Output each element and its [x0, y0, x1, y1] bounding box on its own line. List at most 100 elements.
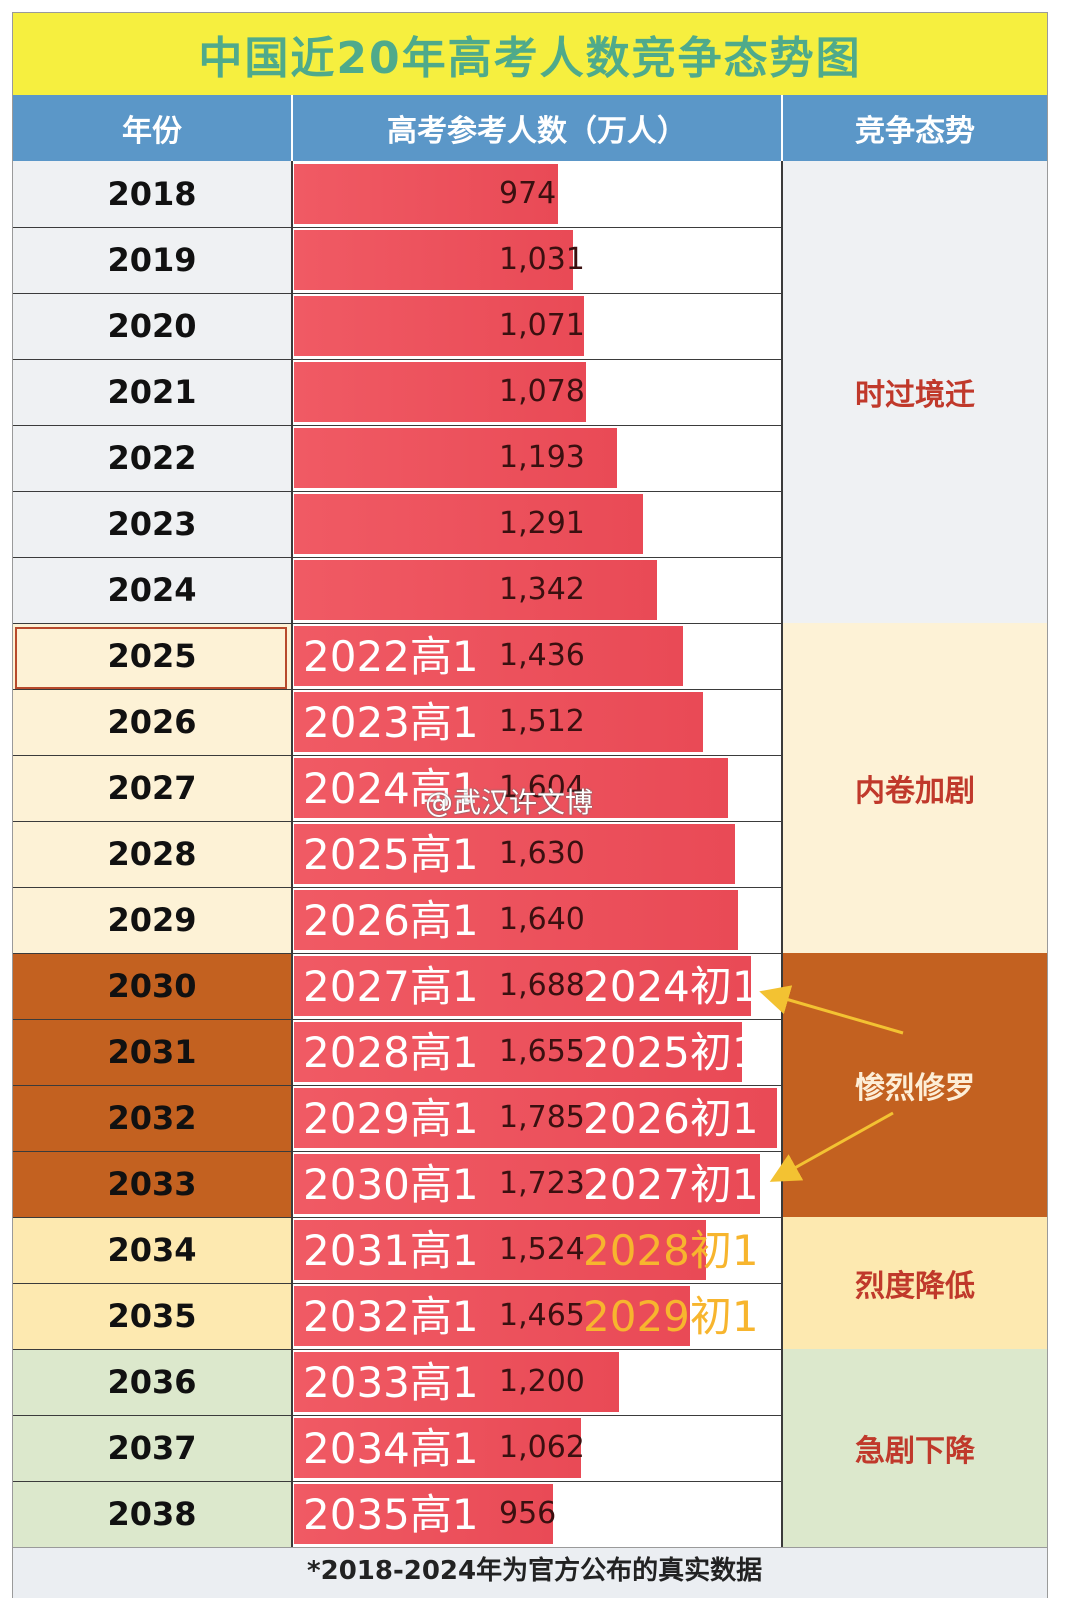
cohort-high-label: 2034高1	[303, 1424, 479, 1473]
bar	[294, 164, 558, 224]
footer-note: *2018-2024年为官方公布的真实数据	[307, 1556, 763, 1586]
data-label: 1,062	[499, 1430, 585, 1465]
year-cell: 2029	[13, 887, 291, 953]
trend-cell: 内卷加剧	[783, 623, 1047, 953]
cohort-high-label: 2028高1	[303, 1028, 479, 1077]
data-label: 1,342	[499, 572, 585, 607]
bar	[294, 1484, 553, 1544]
trend-cell: 时过境迁	[783, 161, 1047, 623]
data-label: 1,512	[499, 704, 585, 739]
bar	[294, 824, 735, 884]
row-divider	[13, 1217, 781, 1218]
data-label: 1,031	[499, 242, 585, 277]
row-divider	[13, 359, 781, 360]
data-label: 1,630	[499, 836, 585, 871]
bar	[294, 428, 617, 488]
year-cell: 2036	[13, 1349, 291, 1415]
year-cell: 2021	[13, 359, 291, 425]
cohort-high-label: 2029高1	[303, 1094, 479, 1143]
year-cell: 2018	[13, 161, 291, 227]
row-divider	[13, 491, 781, 492]
cohort-high-label: 2033高1	[303, 1358, 479, 1407]
data-label: 1,723	[499, 1166, 585, 1201]
cohort-junior-label: 2028初1	[583, 1226, 759, 1275]
year-cell: 2033	[13, 1151, 291, 1217]
year-cell: 2023	[13, 491, 291, 557]
year-cell: 2034	[13, 1217, 291, 1283]
cohort-high-label: 2027高1	[303, 962, 479, 1011]
row-divider	[13, 1283, 781, 1284]
data-label: 1,193	[499, 440, 585, 475]
header-row: 年份 高考参考人数（万人） 竞争态势	[13, 95, 1047, 161]
data-label: 1,291	[499, 506, 585, 541]
bar	[294, 758, 728, 818]
row-divider	[13, 1481, 781, 1482]
cohort-high-label: 2030高1	[303, 1160, 479, 1209]
chart-frame: 中国近20年高考人数竞争态势图 年份 高考参考人数（万人） 竞争态势 2018 9…	[12, 12, 1048, 1598]
data-label: 1,640	[499, 902, 585, 937]
bar	[294, 296, 584, 356]
header-separator	[781, 95, 783, 161]
data-label: 1,071	[499, 308, 585, 343]
data-label: 1,465	[499, 1298, 585, 1333]
bar	[294, 956, 751, 1016]
header-trend: 竞争态势	[855, 114, 975, 149]
bar	[294, 1352, 619, 1412]
year-cell: 2022	[13, 425, 291, 491]
bar	[294, 1022, 742, 1082]
data-label: 1,688	[499, 968, 585, 1003]
trend-cell: 惨烈修罗	[783, 953, 1047, 1217]
bar	[294, 1088, 777, 1148]
bar	[294, 890, 738, 950]
cohort-junior-label: 2027初1	[583, 1160, 759, 1209]
cohort-high-label: 2023高1	[303, 698, 479, 747]
year-cell: 2037	[13, 1415, 291, 1481]
cohort-junior-label: 2024初1	[583, 962, 759, 1011]
trend-cell: 烈度降低	[783, 1217, 1047, 1349]
row-divider	[13, 293, 781, 294]
data-label: 956	[499, 1496, 557, 1531]
cohort-high-label: 2032高1	[303, 1292, 479, 1341]
cohort-junior-label: 2025初1	[583, 1028, 759, 1077]
arrow-upper	[759, 985, 904, 1035]
year-cell: 2027	[13, 755, 291, 821]
row-divider	[13, 557, 781, 558]
arrows-layer	[759, 985, 904, 1182]
row-divider	[13, 1019, 781, 1020]
watermark: @武汉许文博	[425, 786, 594, 819]
footer-note-bar: *2018-2024年为官方公布的真实数据	[13, 1547, 1047, 1598]
row-divider	[13, 953, 781, 954]
row-divider	[13, 755, 781, 756]
highlight-box	[15, 627, 287, 689]
cohort-junior-label: 2029初1	[583, 1292, 759, 1341]
bar	[294, 692, 703, 752]
row-divider	[13, 689, 781, 690]
year-cell: 2025	[13, 623, 291, 689]
year-cell: 2026	[13, 689, 291, 755]
data-label: 1,524	[499, 1232, 585, 1267]
cohort-high-label: 2035高1	[303, 1490, 479, 1539]
chart-title: 中国近20年高考人数竞争态势图	[198, 33, 862, 84]
cohort-high-label: 2026高1	[303, 896, 479, 945]
row-divider	[13, 821, 781, 822]
year-cell: 2038	[13, 1481, 291, 1547]
bar	[294, 1154, 760, 1214]
bar	[294, 1220, 706, 1280]
bar	[294, 560, 657, 620]
bar	[294, 1286, 690, 1346]
cohort-high-label: 2024高1	[303, 764, 479, 813]
year-cell: 2019	[13, 227, 291, 293]
data-label: 974	[499, 176, 557, 211]
row-divider	[13, 623, 781, 624]
column-divider	[781, 161, 783, 1547]
cohort-high-label: 2031高1	[303, 1226, 479, 1275]
year-cell: 2020	[13, 293, 291, 359]
row-divider	[13, 887, 781, 888]
year-cell: 2024	[13, 557, 291, 623]
data-label: 1,436	[499, 638, 585, 673]
title-bar: 中国近20年高考人数竞争态势图	[13, 13, 1047, 95]
row-divider	[13, 425, 781, 426]
data-label: 1,078	[499, 374, 585, 409]
bar	[294, 362, 586, 422]
year-cell: 2028	[13, 821, 291, 887]
